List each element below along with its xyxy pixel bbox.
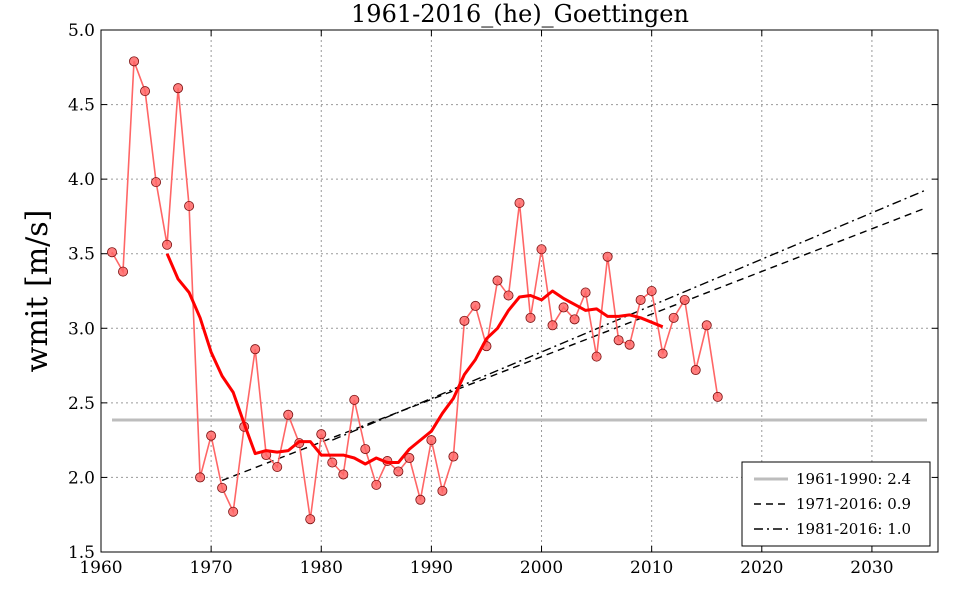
observation-point [107,247,118,258]
y-tick-label: 3.5 [68,245,95,265]
observation-point [514,198,525,209]
x-tick-label: 2030 [850,558,893,578]
legend-label: 1961-1990: 2.4 [796,470,911,488]
observation-point [668,312,679,323]
observation-point [283,409,294,420]
observation-point [327,457,338,468]
legend-label: 1981-2016: 1.0 [796,520,911,538]
observation-point [690,365,701,376]
legend-box [741,461,931,547]
observation-point [646,285,657,296]
observation-point [426,435,437,446]
reference-lines [112,188,928,482]
observation-point [569,314,580,325]
x-tick-label: 1970 [189,558,232,578]
observation-point [393,466,404,477]
trend-line [221,206,928,482]
observation-point [459,315,470,326]
observation-point [162,239,173,250]
y-axis-label: wmit [m/s] [20,210,55,373]
observation-point [712,391,723,402]
x-tick-label: 1980 [300,558,343,578]
observation-point [503,290,514,301]
observation-point [580,287,591,298]
x-tick-label: 2000 [520,558,563,578]
y-tick-label: 3.0 [68,319,95,339]
observation-point [349,394,360,405]
observation-point [228,506,239,517]
observation-point [129,56,140,67]
observation-point [217,482,228,493]
observation-point [415,494,426,505]
observation-point [305,514,316,525]
observation-point [437,485,448,496]
observation-point [173,83,184,94]
observation-point [657,348,668,359]
observation-point [184,200,195,211]
observation-point [118,266,129,277]
observation-point [371,479,382,490]
observation-point [470,300,481,311]
observation-point [701,320,712,331]
observation-point [404,453,415,464]
observation-point [195,472,206,483]
observation-point [338,469,349,480]
observation-point [591,351,602,362]
running-mean-line [165,253,664,466]
observation-line [111,61,719,520]
legend: 1961-1990: 2.4 1971-2016: 0.9 1981-2016: 1… [741,461,931,547]
observation-point [151,177,162,188]
observation-point [140,86,151,97]
observation-point [635,294,646,305]
observation-point [558,302,569,313]
plot-frame [100,29,939,553]
observation-point [613,335,624,346]
observation-point [492,275,503,286]
y-tick-label: 4.0 [68,170,95,190]
observation-point [250,344,261,355]
observation-point [679,294,690,305]
observation-point [602,251,613,262]
observation-point [525,312,536,323]
observation-point [536,244,547,255]
x-tick-label: 1990 [410,558,453,578]
trend-line [332,188,928,441]
axis-ticks: 1960 1970 1980 1990 2000 2010 2020 2030 1.5 2.0 2.… [68,21,938,578]
x-tick-label: 1960 [79,558,122,578]
y-tick-label: 2.5 [68,394,95,414]
chart-title: 1961-2016_(he)_Goettingen [351,0,689,28]
x-tick-label: 2010 [630,558,673,578]
legend-label: 1971-2016: 0.9 [796,495,911,513]
y-tick-label: 4.5 [68,96,95,116]
y-tick-label: 1.5 [68,543,95,563]
observation-point [360,444,371,455]
observation-point [448,451,459,462]
x-tick-label: 2020 [740,558,783,578]
observation-point [206,430,217,441]
observation-point [624,339,635,350]
y-tick-label: 2.0 [68,468,95,488]
observation-point [547,320,558,331]
data-series [107,56,723,525]
observation-point [316,429,327,440]
y-tick-label: 5.0 [68,21,95,41]
observation-point [272,461,283,472]
